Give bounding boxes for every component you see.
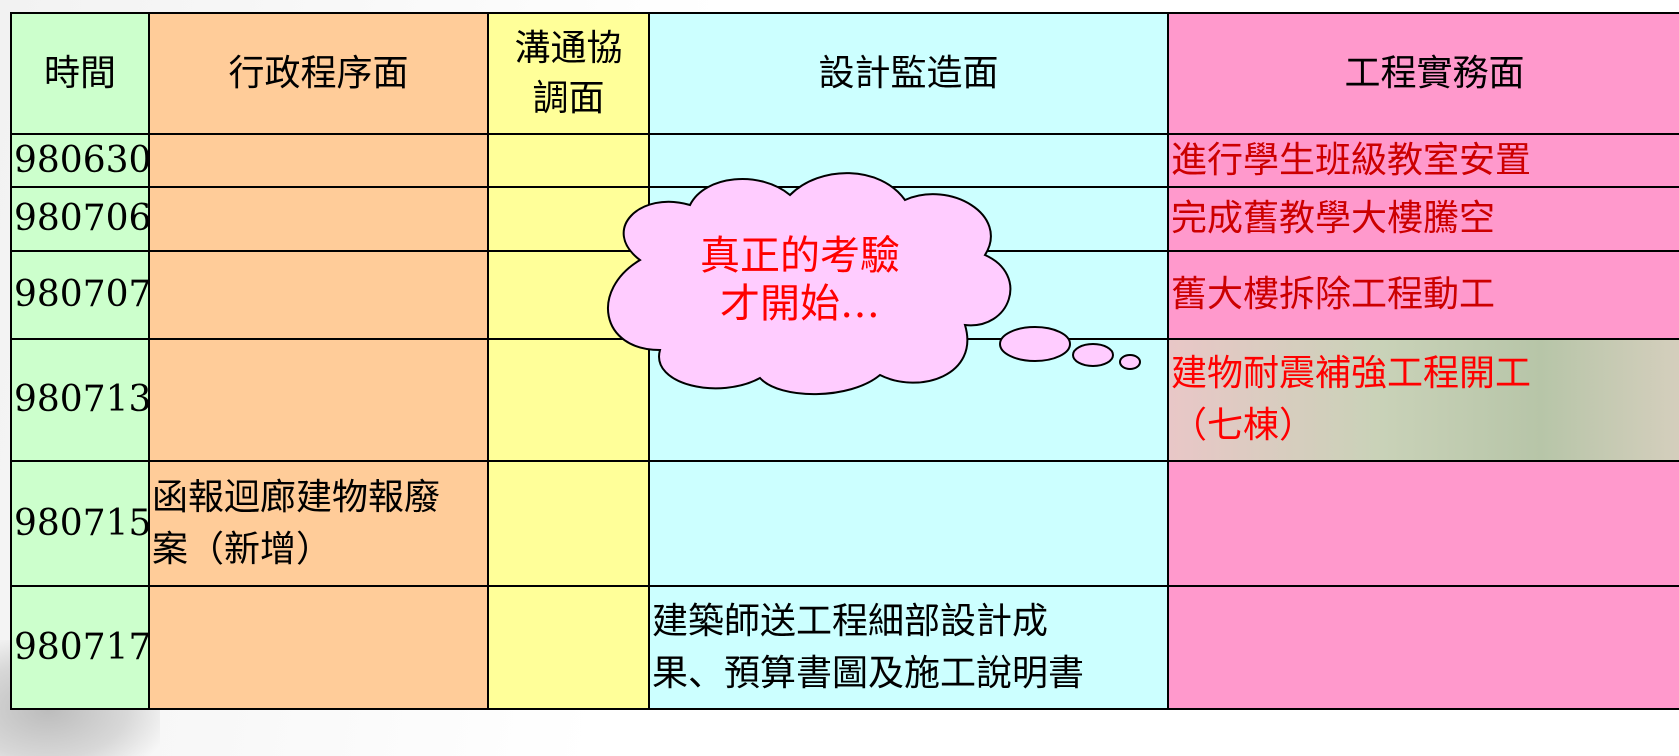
table-cell — [487, 186, 650, 252]
callout-text: 真正的考驗 才開始… — [640, 232, 960, 328]
thought-bubble — [1072, 343, 1114, 367]
header-cell: 時間 — [10, 12, 150, 135]
date-cell: 980630 — [10, 133, 150, 188]
header-cell: 溝通協 調面 — [487, 12, 650, 135]
cell-text: 設計監造面 — [818, 52, 999, 94]
date-cell: 980707 — [10, 250, 150, 340]
table-cell — [487, 338, 650, 462]
date-cell: 980715 — [10, 460, 150, 587]
table-cell — [487, 585, 650, 710]
header-cell: 設計監造面 — [648, 12, 1169, 135]
table-cell — [148, 186, 489, 252]
table-cell — [648, 460, 1169, 587]
table-cell — [1167, 585, 1679, 710]
table-cell: 函報迴廊建物報廢 案（新增） — [148, 460, 489, 587]
date-cell: 980713 — [10, 338, 150, 462]
thought-bubble — [999, 326, 1071, 362]
cell-text: 調面 — [532, 77, 605, 119]
table-cell: 建物耐震補強工程開工 （七棟） — [1167, 338, 1679, 462]
cell-text: 溝通協 — [514, 27, 623, 69]
cell-text: 工程實務面 — [1344, 52, 1525, 94]
cell-text: 行政程序面 — [228, 52, 409, 94]
cell-text: 果、預算書圖及施工說明書 — [652, 652, 1085, 694]
cloud-shape — [606, 172, 1012, 396]
cell-text: 進行學生班級教室安置 — [1171, 139, 1532, 181]
cell-text: （七棟） — [1171, 405, 1316, 446]
table-cell: 舊大樓拆除工程動工 — [1167, 250, 1679, 340]
cell-text: 完成舊教學大樓騰空 — [1171, 198, 1496, 239]
table-cell: 進行學生班級教室安置 — [1167, 133, 1679, 188]
cell-text: 建築師送工程細部設計成 — [652, 600, 1049, 642]
cell-text: 建物耐震補強工程開工 — [1171, 353, 1532, 394]
thought-bubble — [1119, 354, 1141, 370]
cell-text: 真正的考驗 — [700, 233, 900, 279]
cell-text: 案（新增） — [152, 528, 333, 570]
date-cell: 980706 — [10, 186, 150, 252]
date-cell: 980717 — [10, 585, 150, 710]
cell-text: 才開始… — [720, 281, 880, 327]
table-cell — [487, 460, 650, 587]
cell-text: 時間 — [43, 52, 116, 94]
cell-text: 舊大樓拆除工程動工 — [1171, 274, 1496, 315]
table-cell — [487, 133, 650, 188]
cell-text: 函報迴廊建物報廢 — [152, 476, 441, 518]
table-cell: 建築師送工程細部設計成 果、預算書圖及施工說明書 — [648, 585, 1169, 710]
table-cell — [148, 338, 489, 462]
